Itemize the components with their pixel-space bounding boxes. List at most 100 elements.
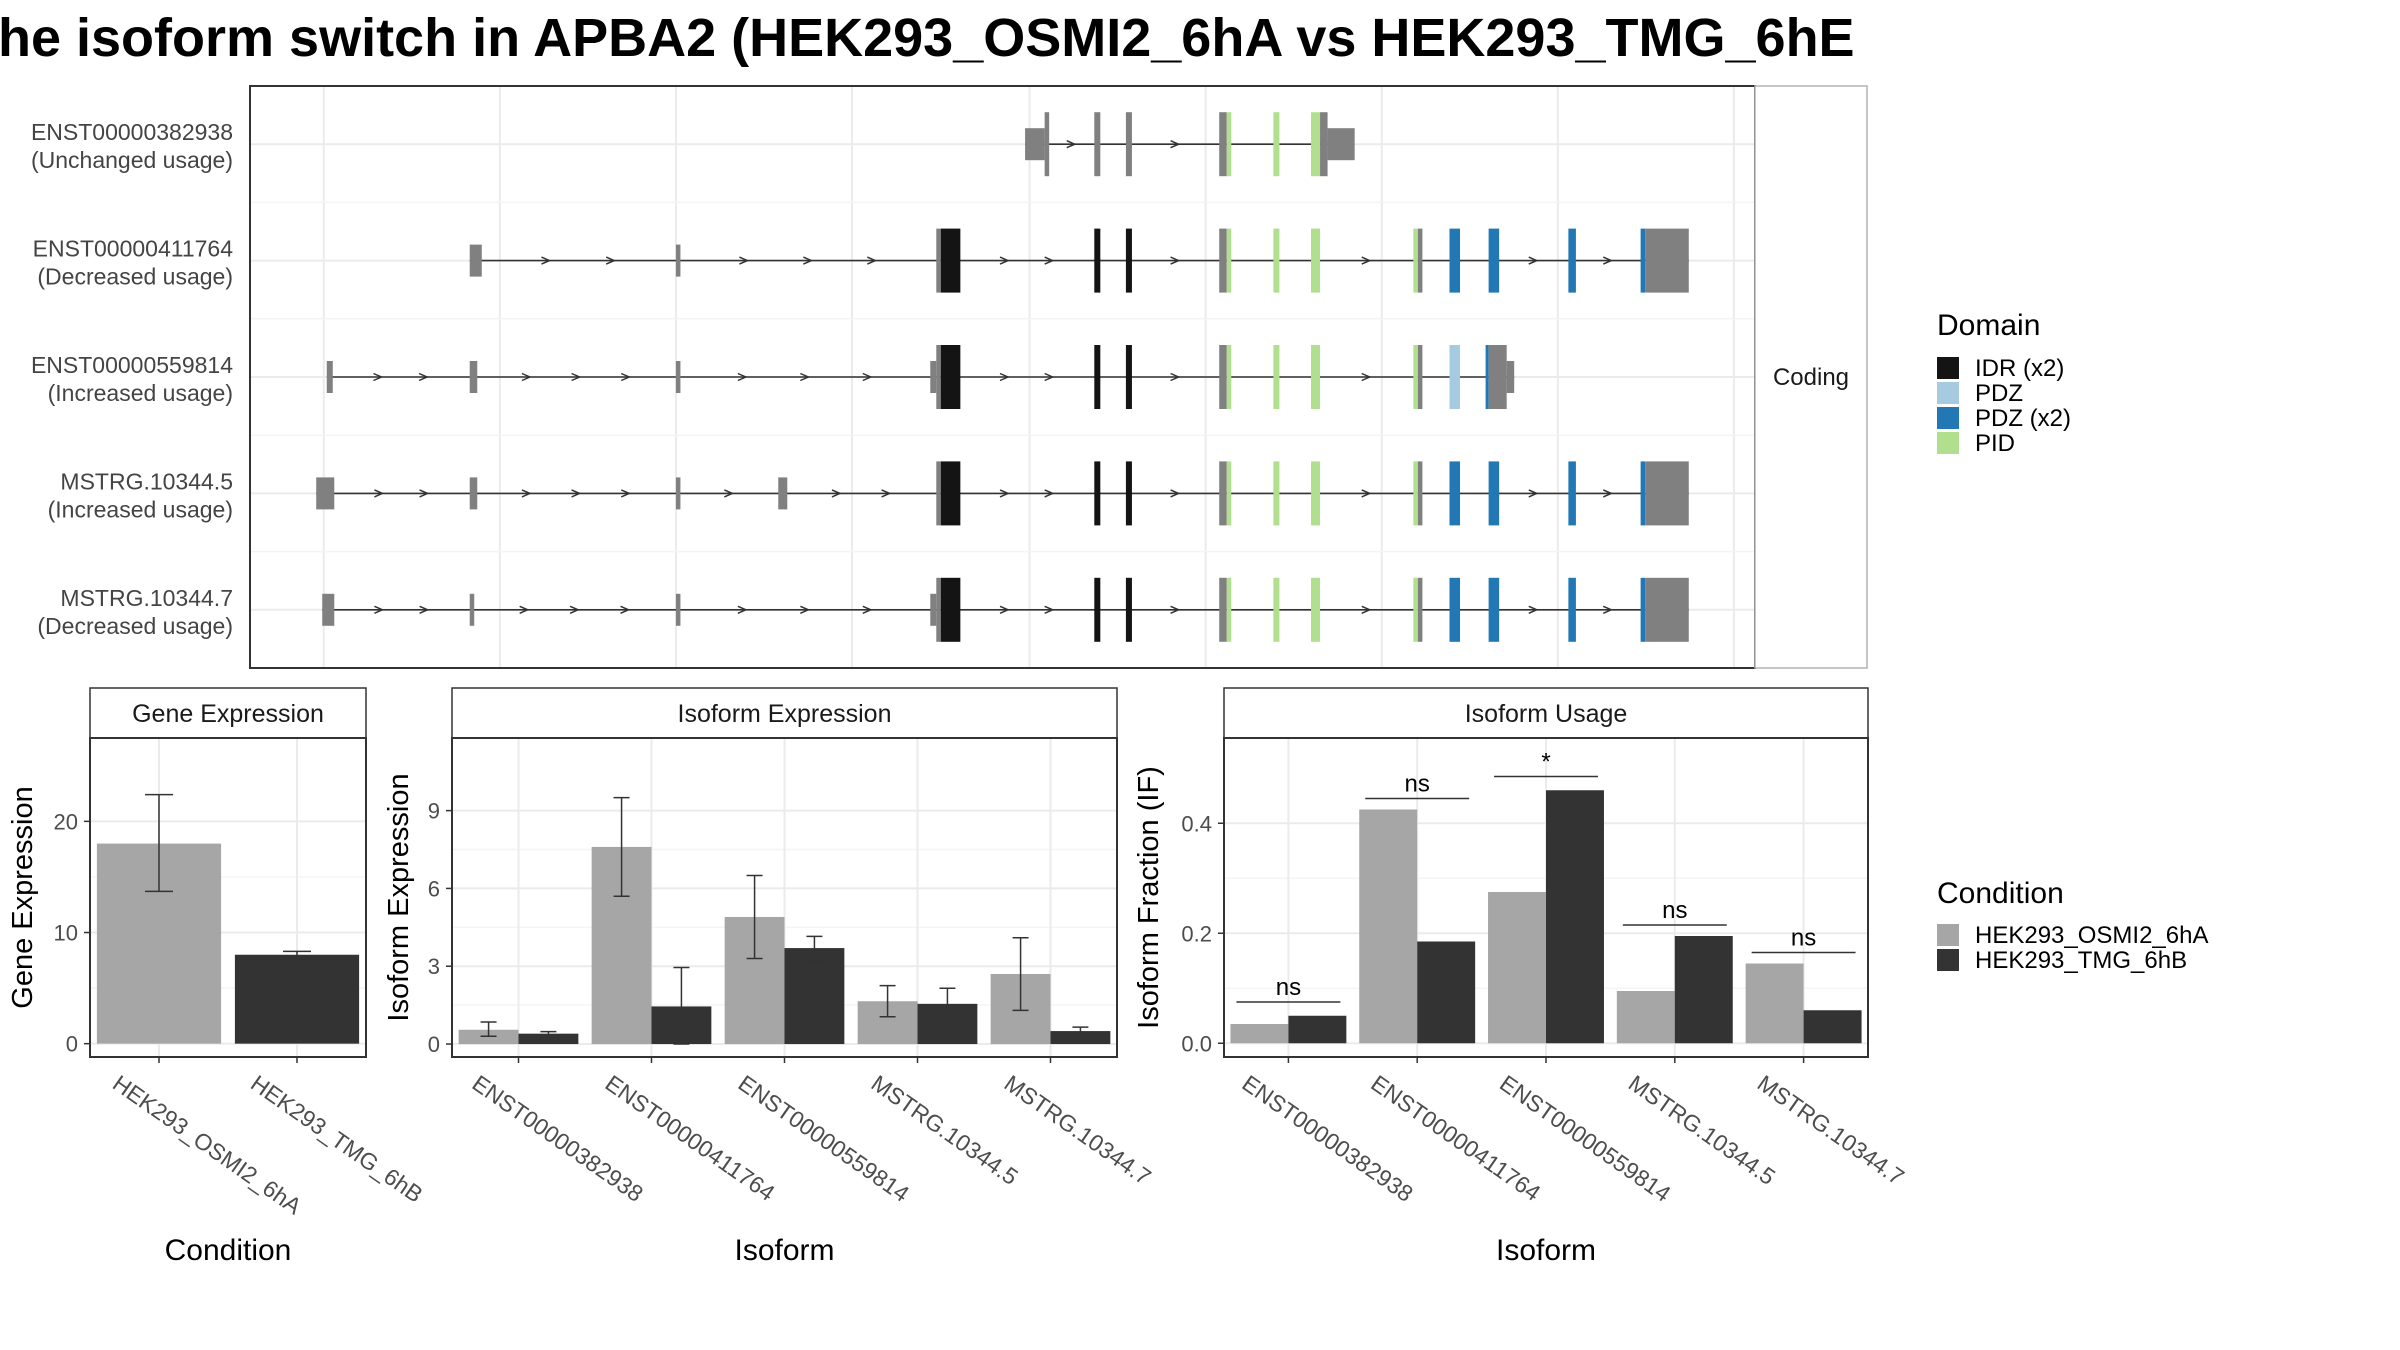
- exon-block: [1640, 577, 1646, 642]
- panel-strip: [1223, 687, 1869, 739]
- exon-block: [1413, 577, 1418, 642]
- x-axis-title: Isoform: [734, 1234, 834, 1267]
- exon-block: [1311, 577, 1321, 642]
- transcript-usage-label: (Decreased usage): [37, 264, 233, 290]
- panel-strip: [89, 687, 367, 739]
- exon-block: [1226, 345, 1232, 409]
- exon-block: [778, 477, 788, 510]
- direction-arrow: [862, 372, 873, 382]
- exon-block: [1273, 461, 1280, 526]
- figure-title: he isoform switch in APBA2 (HEK293_OSMI2…: [0, 8, 1855, 68]
- exon-block: [1449, 461, 1461, 526]
- exon-block: [1125, 461, 1132, 526]
- domain-legend-swatch: [1937, 432, 1959, 454]
- exon-block: [1311, 112, 1321, 177]
- exon-block: [1226, 112, 1232, 177]
- exon-block: [1417, 228, 1423, 293]
- direction-arrow: [418, 372, 429, 382]
- exon-block: [1094, 112, 1101, 177]
- exon-block: [1327, 128, 1355, 161]
- exon-block: [1273, 345, 1280, 409]
- bar: [1546, 790, 1604, 1044]
- exon-block: [940, 461, 961, 526]
- x-tick-label: MSTRG.10344.7: [1000, 1070, 1156, 1190]
- panel-strip-label: Isoform Usage: [1465, 700, 1628, 728]
- exon-block: [1219, 461, 1227, 526]
- direction-arrow: [1602, 489, 1614, 498]
- coding-strip-label: Coding: [1773, 364, 1849, 391]
- x-axis-title: Isoform: [1496, 1234, 1596, 1267]
- transcript-usage-label: (Increased usage): [48, 496, 233, 522]
- exon-block: [1094, 461, 1101, 526]
- bar: [1288, 1015, 1347, 1044]
- exon-block: [1125, 228, 1132, 293]
- direction-arrow: [739, 256, 750, 265]
- exon-block: [1273, 228, 1280, 293]
- direction-arrow: [620, 605, 631, 614]
- y-axis-title: Gene Expression: [7, 786, 39, 1008]
- direction-arrow: [1170, 256, 1181, 265]
- exon-block: [469, 244, 482, 277]
- condition-legend-swatch: [1937, 949, 1959, 971]
- exon-block: [1488, 228, 1500, 293]
- exon-block: [1568, 228, 1576, 293]
- y-tick-label: 0: [66, 1032, 78, 1057]
- y-tick-label: 10: [54, 921, 78, 946]
- exon-block: [1044, 112, 1050, 177]
- direction-arrow: [1170, 372, 1181, 382]
- y-tick-label: 9: [428, 799, 440, 824]
- exon-block: [469, 477, 478, 510]
- direction-arrow: [737, 372, 748, 382]
- transcript-id-label: ENST00000559814: [31, 352, 233, 378]
- direction-arrow: [1361, 605, 1372, 614]
- exon-block: [1273, 577, 1280, 642]
- domain-legend-label: PDZ (x2): [1975, 405, 2071, 432]
- y-tick-label: 20: [54, 809, 78, 834]
- direction-arrow: [1528, 605, 1539, 614]
- exon-block: [936, 577, 941, 642]
- coding-strip: [1754, 85, 1868, 669]
- exon-block: [1226, 461, 1232, 526]
- direction-arrow: [521, 372, 532, 382]
- direction-arrow: [374, 489, 385, 498]
- exon-block: [1226, 228, 1232, 293]
- transcript-usage-label: (Unchanged usage): [31, 147, 233, 173]
- exon-block: [1025, 128, 1045, 161]
- significance-label: ns: [1662, 897, 1687, 924]
- exon-block: [1488, 345, 1507, 409]
- panel-border: [451, 737, 1118, 1058]
- exon-block: [1125, 345, 1132, 409]
- exon-block: [1226, 577, 1232, 642]
- direction-arrow: [521, 489, 532, 498]
- exon-block: [1568, 461, 1576, 526]
- exon-block: [316, 477, 335, 510]
- bar: [234, 954, 360, 1044]
- direction-arrow: [419, 605, 430, 614]
- exon-block: [1449, 228, 1461, 293]
- y-tick-label: 0.0: [1181, 1031, 1212, 1056]
- direction-arrow: [831, 489, 842, 498]
- bar: [1230, 1024, 1289, 1044]
- y-tick-label: 6: [428, 876, 440, 901]
- direction-arrow: [605, 256, 617, 265]
- panel-strip: [451, 687, 1118, 739]
- exon-block: [936, 461, 941, 526]
- condition-legend-label: HEK293_TMG_6hB: [1975, 947, 2187, 974]
- direction-arrow: [1170, 605, 1181, 614]
- x-axis-title: Condition: [165, 1234, 292, 1267]
- direction-arrow: [1170, 489, 1181, 498]
- exon-block: [1311, 228, 1321, 293]
- exon-block: [1417, 461, 1423, 526]
- exon-block: [1645, 461, 1689, 526]
- exon-block: [936, 228, 941, 293]
- exon-block: [675, 244, 681, 277]
- y-tick-label: 0.4: [1181, 811, 1212, 836]
- exon-block: [326, 361, 333, 393]
- direction-arrow: [1528, 256, 1539, 265]
- direction-arrow: [1044, 256, 1055, 265]
- direction-arrow: [620, 489, 632, 498]
- exon-block: [1219, 577, 1227, 642]
- significance-label: *: [1541, 749, 1550, 776]
- y-tick-label: 0: [428, 1032, 440, 1057]
- bar: [1745, 963, 1804, 1044]
